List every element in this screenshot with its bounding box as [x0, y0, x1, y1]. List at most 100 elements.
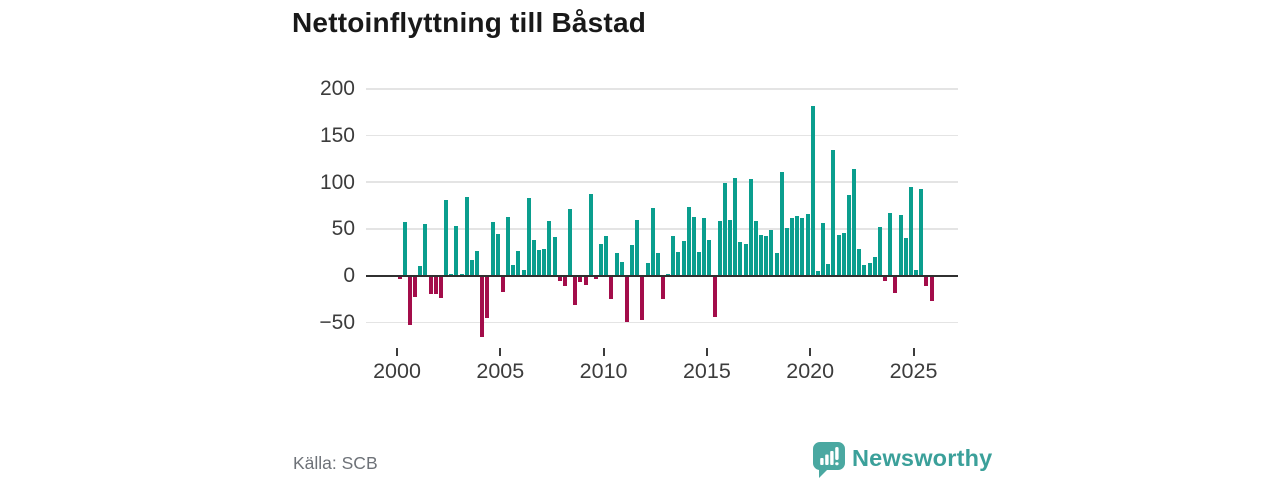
bar-2009Q1 [583, 276, 588, 286]
bar-2008Q3 [573, 276, 578, 305]
bar-2006Q1 [521, 270, 526, 277]
bar-2017Q2 [753, 221, 758, 277]
bar-2020Q2 [815, 271, 820, 277]
bar-2023Q1 [872, 257, 877, 277]
bar-2025Q3 [924, 276, 929, 287]
bar-2024Q3 [903, 238, 908, 277]
bar-2025Q2 [919, 188, 924, 277]
bar-2005Q3 [511, 265, 516, 277]
bar-2005Q4 [516, 251, 521, 277]
bar-2022Q1 [852, 169, 857, 277]
bar-2023Q4 [888, 213, 893, 277]
y-tick-label-0: 0 [343, 264, 355, 288]
bar-2004Q2 [485, 276, 490, 318]
y-tick-label-150: 150 [319, 123, 355, 147]
bar-2001Q4 [433, 276, 438, 295]
bar-2006Q4 [537, 250, 542, 277]
bar-2007Q4 [557, 276, 562, 282]
bar-2015Q2 [712, 276, 717, 317]
y-tick-label--50: −50 [319, 310, 355, 334]
bar-2013Q4 [681, 241, 686, 277]
bar-2004Q4 [495, 233, 500, 277]
y-tick-label-200: 200 [319, 77, 355, 101]
gridline-200 [366, 88, 958, 90]
bar-2011Q1 [624, 276, 629, 323]
bar-2000Q1 [397, 276, 402, 279]
bar-2019Q3 [800, 217, 805, 277]
bar-2001Q1 [418, 266, 423, 277]
x-tick-label-2020: 2020 [786, 359, 835, 383]
bar-2019Q2 [795, 215, 800, 277]
gridline-150 [366, 134, 958, 137]
gridline-100 [366, 181, 958, 183]
bar-2025Q4 [929, 276, 934, 301]
bar-2009Q3 [593, 276, 598, 280]
bar-2020Q1 [810, 105, 815, 277]
bar-2010Q1 [604, 236, 609, 277]
bar-2003Q2 [464, 197, 469, 277]
bar-2011Q2 [630, 244, 634, 277]
bar-2002Q4 [454, 226, 459, 277]
chart-title: Nettoinflyttning till Båstad [292, 7, 647, 38]
bar-2017Q3 [759, 234, 764, 277]
bar-2011Q3 [635, 219, 640, 277]
bar-2001Q2 [423, 224, 428, 277]
bar-2016Q2 [733, 177, 738, 277]
bar-2013Q2 [671, 236, 676, 277]
bar-2007Q2 [547, 221, 552, 277]
bar-2008Q4 [578, 276, 583, 283]
bar-2021Q2 [836, 234, 841, 277]
bar-2018Q1 [769, 229, 774, 277]
bar-2024Q2 [898, 214, 903, 277]
bar-2010Q3 [614, 253, 619, 277]
bar-2020Q3 [821, 223, 826, 277]
bar-2015Q1 [707, 240, 712, 277]
x-tick-2000 [396, 348, 398, 356]
bar-2008Q2 [568, 209, 573, 277]
bar-2010Q2 [609, 276, 614, 300]
bar-2008Q1 [562, 276, 567, 287]
bar-2025Q1 [914, 270, 919, 277]
bar-2016Q3 [738, 242, 743, 277]
bar-2010Q4 [619, 261, 624, 277]
x-tick-2010 [602, 348, 605, 356]
x-tick-2005 [499, 348, 502, 356]
x-tick-2015 [705, 348, 708, 356]
bar-2000Q3 [407, 276, 412, 326]
bar-2001Q3 [428, 276, 433, 294]
bar-2005Q2 [506, 216, 511, 277]
bar-2005Q1 [500, 276, 505, 292]
x-tick-label-2010: 2010 [579, 359, 628, 383]
x-tick-2020 [809, 348, 812, 356]
bar-2016Q1 [728, 219, 733, 277]
bar-2000Q2 [402, 222, 407, 277]
brand-logo: Newsworthy [813, 442, 992, 480]
bar-2016Q4 [743, 243, 748, 277]
bar-2004Q1 [480, 276, 485, 338]
plot-area [366, 85, 960, 347]
bar-2006Q2 [526, 198, 531, 277]
bar-2015Q3 [717, 221, 722, 277]
bar-2020Q4 [826, 263, 831, 277]
bar-2014Q4 [702, 217, 707, 277]
x-tick-label-2005: 2005 [476, 359, 525, 383]
bar-2023Q3 [883, 276, 888, 282]
bar-2021Q3 [841, 232, 846, 277]
gridline--50 [366, 321, 958, 324]
y-tick-label-50: 50 [331, 217, 355, 241]
bar-2012Q3 [655, 253, 660, 277]
bar-2003Q4 [475, 251, 480, 277]
x-tick-label-2025: 2025 [889, 359, 938, 383]
bar-2007Q1 [542, 248, 547, 277]
zero-axis-line [366, 274, 958, 277]
bar-2014Q2 [691, 216, 696, 277]
bar-2017Q4 [764, 235, 769, 277]
x-tick-label-2015: 2015 [682, 359, 731, 383]
bar-2022Q2 [857, 248, 862, 277]
x-tick-2025 [912, 348, 915, 356]
bar-2018Q4 [784, 228, 789, 277]
bar-2003Q3 [469, 259, 474, 277]
bar-2018Q3 [779, 171, 784, 277]
bar-2017Q1 [748, 179, 753, 277]
